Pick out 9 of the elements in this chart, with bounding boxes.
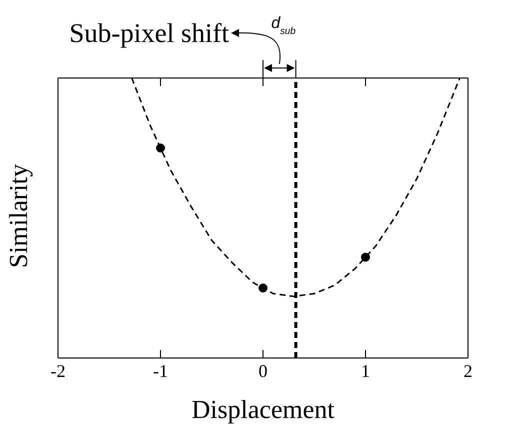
x-axis-title: Displacement — [192, 395, 336, 424]
x-tick-label: -1 — [153, 360, 168, 381]
x-tick-label: 2 — [464, 360, 472, 381]
text: Sub-pixel shift — [69, 18, 230, 48]
y-axis-title: Similarity — [4, 164, 34, 268]
x-tick-label: 1 — [361, 360, 370, 381]
x-tick-label: -2 — [50, 360, 66, 381]
text: d$_{sub}$ — [271, 15, 296, 36]
x-tick-label: 0 — [258, 360, 268, 381]
